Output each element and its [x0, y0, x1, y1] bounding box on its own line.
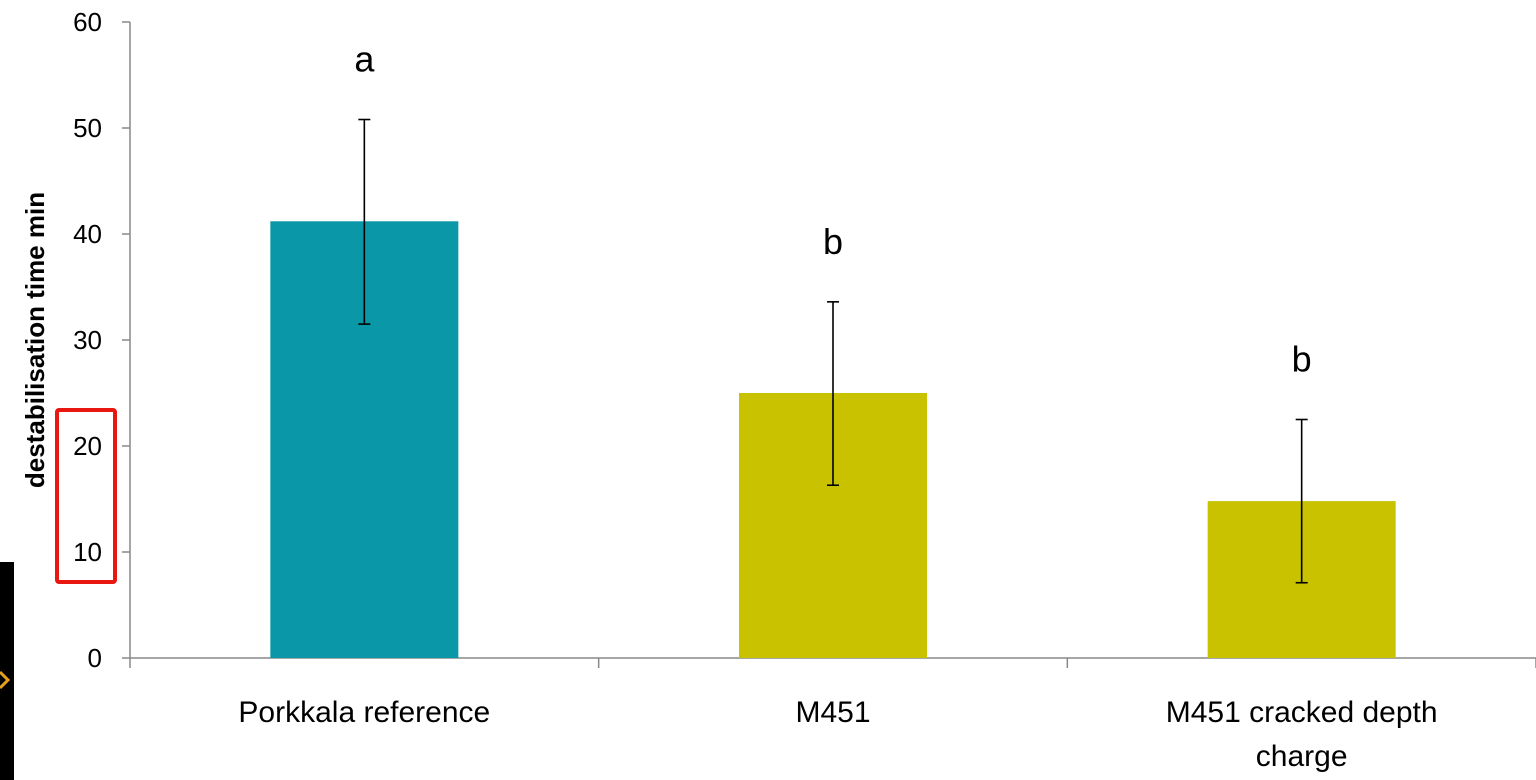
y-tick-label: 10: [73, 537, 102, 567]
y-tick-label: 0: [88, 643, 102, 673]
highlight-box: [55, 408, 117, 584]
left-edge-decoration: [0, 562, 14, 780]
labels-group: a Porkkala reference b M451 b M451 cracked de…: [238, 39, 1437, 773]
x-category-label: charge: [1256, 740, 1348, 773]
significance-letter: b: [1292, 339, 1312, 380]
x-category-label: Porkkala reference: [238, 696, 490, 729]
bars-group: [270, 221, 1396, 658]
error-bars-group: [358, 118, 1308, 584]
y-tick-label: 20: [73, 431, 102, 461]
y-tick-label: 40: [73, 219, 102, 249]
x-category-label: M451 cracked depth: [1166, 696, 1438, 729]
left-strip-accent: [0, 670, 11, 690]
y-tick-label: 30: [73, 325, 102, 355]
x-category-label: M451: [795, 696, 870, 729]
y-tick-label: 60: [73, 7, 102, 37]
y-axis-label: destabilisation time min: [20, 192, 50, 488]
left-strip: [0, 562, 14, 780]
y-tick-label: 50: [73, 113, 102, 143]
significance-letter: a: [354, 39, 375, 80]
significance-letter: b: [823, 221, 843, 262]
